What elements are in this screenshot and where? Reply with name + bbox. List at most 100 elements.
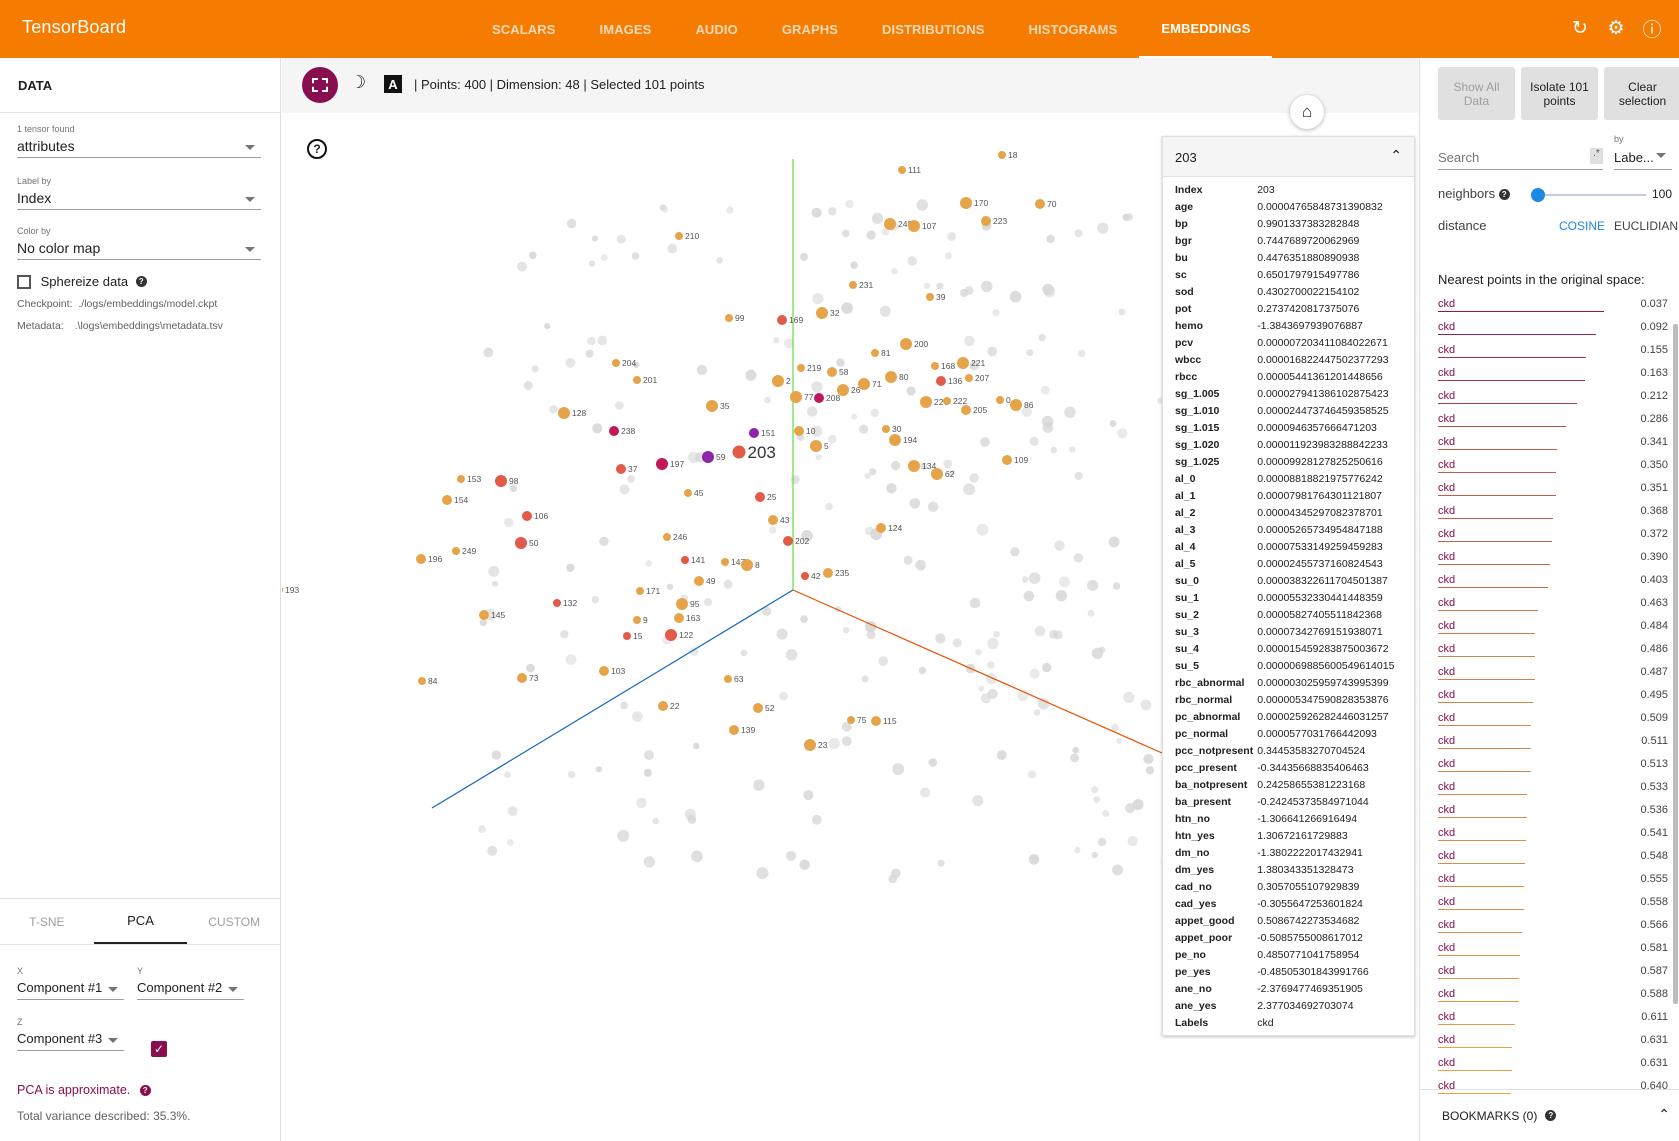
bookmarks-bar[interactable]: BOOKMARKS (0) ? ⌃ bbox=[1420, 1089, 1679, 1141]
nearest-point-item[interactable]: ckd 0.566 bbox=[1438, 915, 1668, 938]
embedding-point-73[interactable] bbox=[517, 673, 527, 683]
nearest-point-item[interactable]: ckd 0.631 bbox=[1438, 1053, 1668, 1076]
background-point[interactable] bbox=[851, 413, 858, 420]
embedding-point-134[interactable] bbox=[908, 460, 920, 472]
background-point[interactable] bbox=[1093, 796, 1100, 803]
background-point[interactable] bbox=[920, 787, 931, 798]
background-point[interactable] bbox=[1058, 576, 1071, 588]
background-point[interactable] bbox=[595, 766, 602, 773]
background-point[interactable] bbox=[565, 654, 577, 665]
embedding-point-71[interactable] bbox=[858, 378, 870, 390]
background-point[interactable] bbox=[785, 649, 798, 661]
background-point[interactable] bbox=[591, 235, 598, 242]
background-point[interactable] bbox=[866, 230, 876, 240]
background-point[interactable] bbox=[567, 770, 576, 779]
nearest-point-item[interactable]: ckd 0.631 bbox=[1438, 1030, 1668, 1053]
embedding-point-0[interactable] bbox=[996, 396, 1004, 404]
background-point[interactable] bbox=[529, 251, 537, 260]
background-point[interactable] bbox=[565, 357, 576, 368]
embedding-point-219[interactable] bbox=[797, 364, 805, 372]
embedding-point-37[interactable] bbox=[616, 464, 626, 474]
tab-images[interactable]: IMAGES bbox=[599, 21, 652, 37]
embedding-point-111[interactable] bbox=[898, 166, 906, 174]
embedding-point-238[interactable] bbox=[609, 426, 619, 436]
background-point[interactable] bbox=[601, 254, 608, 261]
background-point[interactable] bbox=[828, 737, 840, 750]
embedding-point-25[interactable] bbox=[755, 492, 765, 502]
embedding-point-223[interactable] bbox=[981, 216, 991, 226]
nearest-point-item[interactable]: ckd 0.155 bbox=[1438, 340, 1668, 363]
background-point[interactable] bbox=[842, 627, 850, 634]
background-point[interactable] bbox=[615, 401, 624, 410]
background-point[interactable] bbox=[507, 806, 518, 816]
background-point[interactable] bbox=[644, 750, 654, 761]
tab-distributions[interactable]: DISTRIBUTIONS bbox=[882, 21, 985, 37]
background-point[interactable] bbox=[801, 530, 813, 542]
background-point[interactable] bbox=[633, 361, 640, 369]
help-icon[interactable]: ⓘ bbox=[1642, 19, 1662, 41]
metadata-card-header[interactable]: 203 ⌃ bbox=[1163, 137, 1414, 177]
background-point[interactable] bbox=[1109, 420, 1117, 427]
tensor-select[interactable]: 1 tensor found attributes bbox=[17, 124, 261, 158]
embedding-point-52[interactable] bbox=[753, 703, 763, 713]
background-point[interactable] bbox=[1145, 766, 1155, 775]
background-point[interactable] bbox=[909, 498, 921, 509]
embedding-point-49[interactable] bbox=[694, 576, 704, 586]
embedding-point-141[interactable] bbox=[681, 556, 689, 564]
background-point[interactable] bbox=[786, 850, 797, 861]
background-point[interactable] bbox=[937, 859, 945, 867]
background-point[interactable] bbox=[1091, 647, 1104, 659]
isolate-points-button[interactable]: Isolate 101 points bbox=[1521, 67, 1598, 120]
background-point[interactable] bbox=[1026, 349, 1034, 356]
background-point[interactable] bbox=[740, 649, 748, 657]
embedding-point-168[interactable] bbox=[931, 362, 939, 370]
background-point[interactable] bbox=[1041, 415, 1054, 428]
background-point[interactable] bbox=[919, 462, 927, 470]
background-point[interactable] bbox=[597, 335, 608, 346]
embedding-point-99[interactable] bbox=[725, 314, 733, 322]
nearest-point-item[interactable]: ckd 0.541 bbox=[1438, 823, 1668, 846]
z-component-select[interactable]: Z Component #3 bbox=[17, 1017, 124, 1051]
background-point[interactable] bbox=[616, 234, 626, 244]
background-point[interactable] bbox=[828, 435, 837, 444]
help-icon[interactable]: ? bbox=[135, 276, 147, 288]
embedding-point-145[interactable] bbox=[479, 610, 489, 620]
background-point[interactable] bbox=[1091, 786, 1099, 794]
background-point[interactable] bbox=[800, 252, 808, 261]
embedding-point-62[interactable] bbox=[931, 468, 943, 480]
tab-graphs[interactable]: GRAPHS bbox=[781, 21, 839, 37]
refresh-icon[interactable]: ↻ bbox=[1572, 17, 1588, 39]
embedding-point-115[interactable] bbox=[871, 716, 881, 726]
background-point[interactable] bbox=[947, 232, 957, 241]
embedding-point-75[interactable] bbox=[847, 716, 855, 724]
embedding-point-50[interactable] bbox=[515, 537, 527, 549]
background-point[interactable] bbox=[753, 779, 765, 791]
background-point[interactable] bbox=[987, 637, 999, 650]
nearest-point-item[interactable]: ckd 0.486 bbox=[1438, 639, 1668, 662]
embedding-point-193[interactable] bbox=[273, 585, 283, 595]
background-point[interactable] bbox=[488, 565, 500, 577]
background-point[interactable] bbox=[509, 484, 518, 492]
background-point[interactable] bbox=[491, 750, 502, 760]
background-point[interactable] bbox=[661, 205, 669, 213]
background-point[interactable] bbox=[1040, 385, 1050, 395]
background-point[interactable] bbox=[963, 483, 976, 496]
embedding-point-10[interactable] bbox=[794, 426, 804, 436]
background-point[interactable] bbox=[517, 261, 527, 272]
embedding-point-151[interactable] bbox=[749, 428, 759, 438]
background-point[interactable] bbox=[523, 381, 533, 390]
embedding-point-30[interactable] bbox=[882, 425, 890, 433]
embedding-point-136[interactable] bbox=[936, 376, 946, 386]
background-point[interactable] bbox=[1157, 397, 1164, 404]
embedding-point-222[interactable] bbox=[943, 397, 951, 405]
embedding-point-42[interactable] bbox=[801, 572, 809, 580]
background-point[interactable] bbox=[1118, 308, 1126, 316]
embedding-point-246[interactable] bbox=[663, 533, 671, 541]
embedding-point-26[interactable] bbox=[837, 384, 849, 396]
embedding-point-202[interactable] bbox=[783, 536, 793, 546]
embedding-point-208[interactable] bbox=[814, 393, 824, 403]
tab-histograms[interactable]: HISTOGRAMS bbox=[1028, 21, 1118, 37]
nearest-point-item[interactable]: ckd 0.390 bbox=[1438, 547, 1668, 570]
label-by-select[interactable]: Label by Index bbox=[17, 176, 261, 210]
embedding-point-18[interactable] bbox=[998, 151, 1006, 159]
